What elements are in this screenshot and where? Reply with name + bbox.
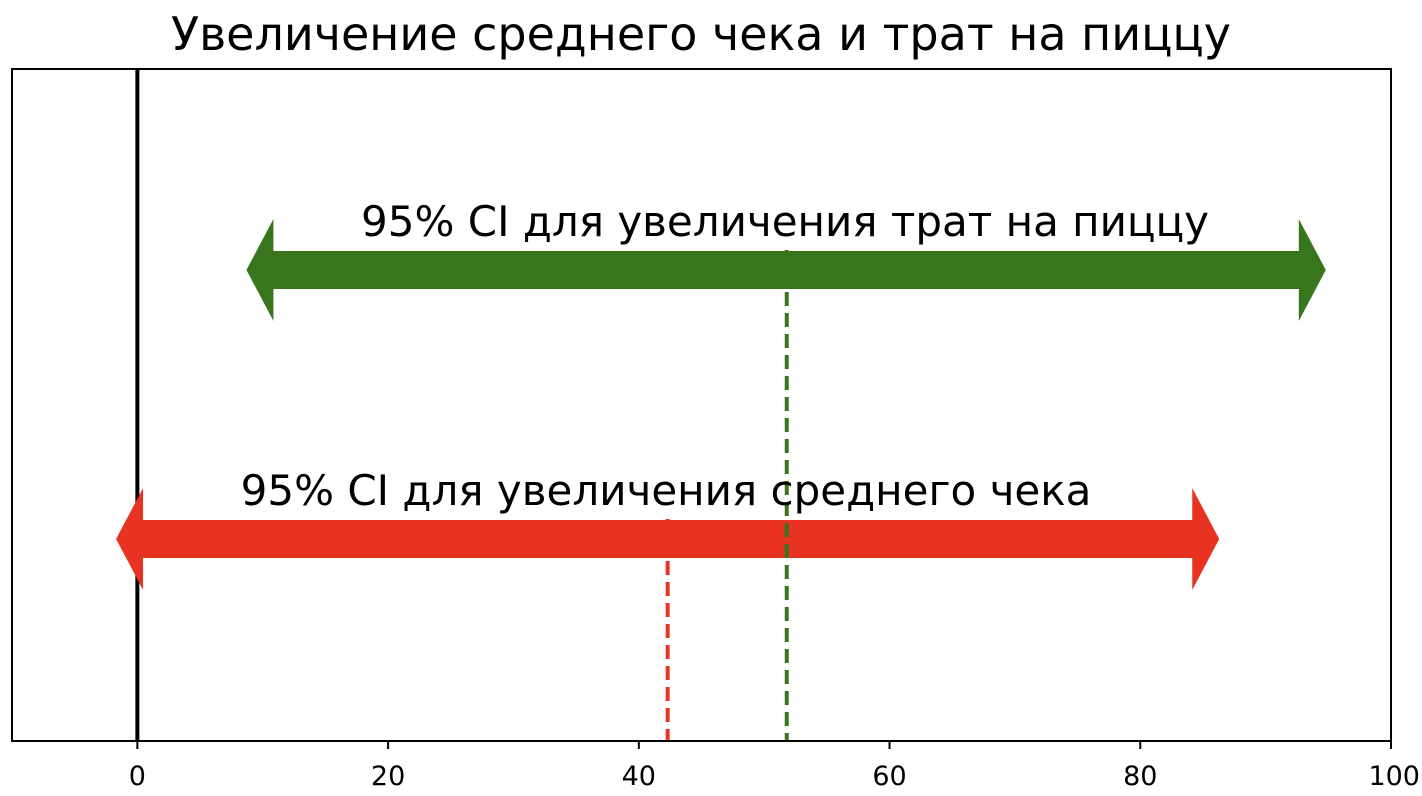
x-tick-label: 0 bbox=[129, 761, 146, 792]
chart-title: Увеличение среднего чека и трат на пиццу bbox=[171, 7, 1231, 61]
x-tick-label: 80 bbox=[1123, 761, 1157, 792]
x-tick-label: 20 bbox=[371, 761, 405, 792]
plot-area bbox=[116, 69, 1326, 741]
ci-arrow-pizza bbox=[246, 219, 1326, 321]
ci-label-check: 95% CI для увеличения среднего чека bbox=[241, 466, 1092, 515]
ci-label-pizza: 95% CI для увеличения трат на пиццу bbox=[361, 197, 1209, 246]
x-tick-label: 60 bbox=[872, 761, 906, 792]
ci-arrow-check bbox=[116, 488, 1220, 590]
x-axis: 0 20 40 60 80 100 bbox=[129, 741, 1420, 792]
x-tick-label: 100 bbox=[1368, 761, 1420, 792]
x-tick-label: 40 bbox=[622, 761, 656, 792]
interval-labels: 95% CI для увеличения трат на пиццу 95% C… bbox=[241, 197, 1209, 515]
plot-frame bbox=[11, 68, 1392, 742]
